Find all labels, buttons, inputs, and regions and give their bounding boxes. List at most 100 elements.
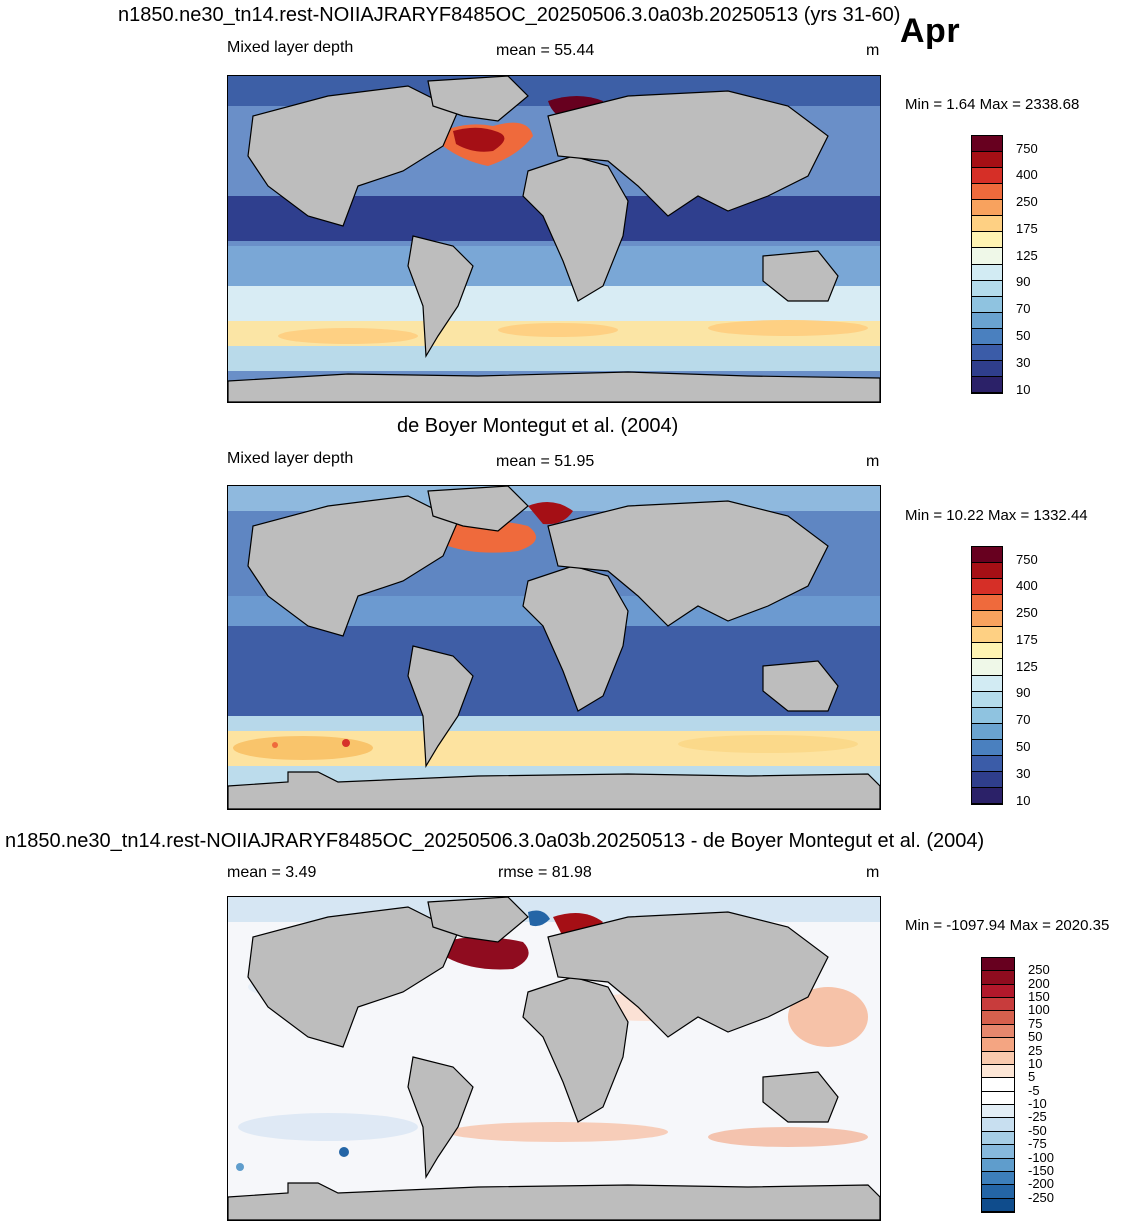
colorbar-swatch <box>982 984 1014 999</box>
colorbar-swatch <box>972 563 1002 580</box>
panel2-map-graphic <box>228 486 880 809</box>
colorbar-label: 90 <box>1016 685 1031 701</box>
colorbar-swatch <box>972 296 1002 313</box>
panel3-rmse-label: rmse = 81.98 <box>498 864 592 881</box>
colorbar-label: 5 <box>1028 1069 1036 1085</box>
panel2-variable-label: Mixed layer depth <box>227 450 354 467</box>
colorbar-swatch <box>972 168 1002 185</box>
panel3-title: n1850.ne30_tn14.rest-NOIIAJRARYF8485OC_2… <box>5 830 985 852</box>
panel2-mean-label: mean = 51.95 <box>496 453 595 470</box>
colorbar-swatch <box>982 1198 1014 1212</box>
colorbar-swatch <box>972 344 1002 361</box>
colorbar-label: 10 <box>1016 381 1031 397</box>
colorbar-label: 750 <box>1016 140 1038 156</box>
colorbar-label: 75 <box>1028 1015 1043 1031</box>
colorbar-label: 30 <box>1016 765 1031 781</box>
colorbar-label: 30 <box>1016 354 1031 370</box>
colorbar-label: 90 <box>1016 274 1031 290</box>
colorbar-label: -200 <box>1028 1176 1055 1192</box>
panel2-title: de Boyer Montegut et al. (2004) <box>397 415 679 437</box>
colorbar-swatch <box>972 611 1002 628</box>
colorbar-swatch <box>982 1051 1014 1065</box>
colorbar-swatch <box>972 216 1002 233</box>
colorbar-swatch <box>972 232 1002 249</box>
panel1-map <box>227 75 881 403</box>
colorbar-swatch <box>982 1091 1014 1106</box>
panel1-colorbar <box>971 135 1003 394</box>
colorbar-label: -25 <box>1028 1109 1047 1125</box>
colorbar-label: 125 <box>1016 247 1038 263</box>
colorbar-label: 750 <box>1016 551 1038 567</box>
colorbar-label: 250 <box>1016 194 1038 210</box>
colorbar-swatch <box>972 248 1002 265</box>
colorbar-swatch <box>972 723 1002 740</box>
colorbar-label: 175 <box>1016 631 1038 647</box>
panel1-title: n1850.ne30_tn14.rest-NOIIAJRARYF8485OC_2… <box>118 4 901 26</box>
panel3-colorbar <box>981 957 1015 1213</box>
panel1-minmax: Min = 1.64 Max = 2338.68 <box>905 96 1080 113</box>
colorbar-label: 70 <box>1016 712 1031 728</box>
panel2-minmax: Min = 10.22 Max = 1332.44 <box>905 507 1088 524</box>
colorbar-swatch <box>972 739 1002 756</box>
colorbar-label: 50 <box>1028 1029 1043 1045</box>
panel3-map <box>227 896 881 1221</box>
colorbar-label: 10 <box>1016 792 1031 808</box>
panel2-map <box>227 485 881 810</box>
colorbar-label: 400 <box>1016 167 1038 183</box>
colorbar-swatch <box>972 360 1002 377</box>
colorbar-swatch <box>982 1145 1014 1159</box>
colorbar-swatch <box>982 1158 1014 1172</box>
colorbar-swatch <box>982 1171 1014 1186</box>
colorbar-label: -10 <box>1028 1096 1047 1112</box>
colorbar-swatch <box>972 675 1002 692</box>
colorbar-label: 10 <box>1028 1055 1043 1071</box>
colorbar-swatch <box>982 1078 1014 1092</box>
panel3-units-label: m <box>866 864 880 881</box>
colorbar-label: -150 <box>1028 1162 1055 1178</box>
panel1-units-label: m <box>866 42 880 59</box>
colorbar-swatch <box>972 771 1002 788</box>
panel2-colorbar <box>971 546 1003 805</box>
colorbar-label: 100 <box>1028 1002 1050 1018</box>
colorbar-swatch <box>972 787 1002 804</box>
month-label: Apr <box>900 12 961 50</box>
colorbar-swatch <box>972 707 1002 724</box>
colorbar-label: -5 <box>1028 1082 1040 1098</box>
colorbar-swatch <box>982 971 1014 985</box>
colorbar-label: -50 <box>1028 1122 1047 1138</box>
colorbar-swatch <box>982 1038 1014 1052</box>
colorbar-label: 400 <box>1016 578 1038 594</box>
colorbar-swatch <box>972 595 1002 612</box>
colorbar-swatch <box>972 547 1002 564</box>
colorbar-label: 175 <box>1016 220 1038 236</box>
panel1-mean-label: mean = 55.44 <box>496 42 595 59</box>
colorbar-label: -75 <box>1028 1136 1047 1152</box>
panel1-map-graphic <box>228 76 880 402</box>
colorbar-label: 50 <box>1016 739 1031 755</box>
colorbar-label: 50 <box>1016 328 1031 344</box>
colorbar-swatch <box>972 280 1002 297</box>
colorbar-swatch <box>972 755 1002 772</box>
colorbar-swatch <box>982 1024 1014 1039</box>
colorbar-swatch <box>972 264 1002 281</box>
colorbar-label: 250 <box>1028 962 1050 978</box>
panel2-units-label: m <box>866 453 880 470</box>
colorbar-swatch <box>972 136 1002 153</box>
colorbar-label: 250 <box>1016 605 1038 621</box>
colorbar-label: 125 <box>1016 658 1038 674</box>
colorbar-label: -250 <box>1028 1189 1055 1205</box>
panel3-minmax: Min = -1097.94 Max = 2020.35 <box>905 917 1110 934</box>
colorbar-swatch <box>972 200 1002 217</box>
colorbar-swatch <box>982 1185 1014 1199</box>
colorbar-swatch <box>982 1011 1014 1025</box>
colorbar-swatch <box>982 958 1014 972</box>
colorbar-label: 70 <box>1016 301 1031 317</box>
colorbar-swatch <box>972 184 1002 201</box>
colorbar-swatch <box>972 627 1002 644</box>
colorbar-swatch <box>972 312 1002 329</box>
colorbar-swatch <box>972 328 1002 345</box>
panel1-variable-label: Mixed layer depth <box>227 39 354 56</box>
colorbar-swatch <box>982 1118 1014 1132</box>
panel3-map-graphic <box>228 897 880 1220</box>
colorbar-swatch <box>972 152 1002 169</box>
